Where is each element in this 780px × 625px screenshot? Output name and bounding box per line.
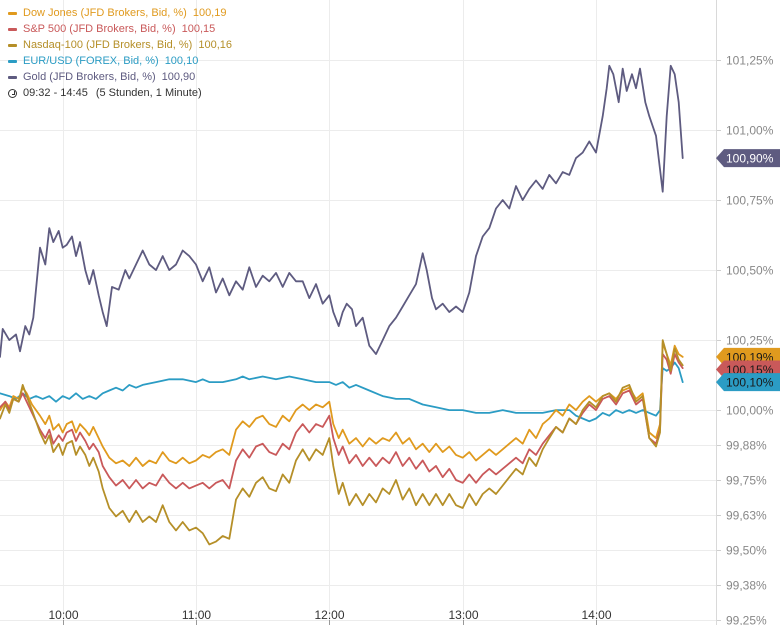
legend-item-gold[interactable]: Gold (JFD Brokers, Bid, %) 100,90 xyxy=(8,69,232,85)
y-tick-label: 101,00% xyxy=(726,124,774,138)
legend-value-gold: 100,90 xyxy=(161,71,196,83)
legend: Dow Jones (JFD Brokers, Bid, %) 100,19 S… xyxy=(8,5,232,101)
y-tick-label: 99,75% xyxy=(726,474,767,488)
x-tick-label: 13:00 xyxy=(448,608,478,622)
legend-label-dow-jones: Dow Jones (JFD Brokers, Bid, %) xyxy=(23,7,187,19)
legend-value-nasdaq: 100,16 xyxy=(198,39,232,51)
series-line-gold xyxy=(0,64,684,358)
end-tag: 100,90% xyxy=(716,149,780,168)
y-tick-label: 99,88% xyxy=(726,439,767,453)
time-range: 09:32 - 14:45 xyxy=(23,87,88,99)
y-tick-label: 100,25% xyxy=(726,334,774,348)
series-line-eur-usd xyxy=(0,361,684,423)
y-axis: 101,25% 101,00% 100,75% 100,50% 100,25% 100,0… xyxy=(716,0,774,625)
legend-item-sp500[interactable]: S&P 500 (JFD Brokers, Bid, %) 100,15 xyxy=(8,21,232,37)
legend-swatch-eurusd xyxy=(8,59,17,63)
y-tick-label: 99,63% xyxy=(726,509,767,523)
y-tick-label: 99,50% xyxy=(726,544,767,558)
legend-item-nasdaq[interactable]: Nasdaq-100 (JFD Brokers, Bid, %) 100,16 xyxy=(8,37,232,53)
legend-value-dow-jones: 100,19 xyxy=(192,7,227,19)
legend-label-sp500: S&P 500 (JFD Brokers, Bid, %) xyxy=(23,23,176,35)
end-value-tags: 100,90%100,19%100,15%100,10% xyxy=(716,149,780,392)
y-tick-label: 100,50% xyxy=(726,264,774,278)
time-interval: (5 Stunden, 1 Minute) xyxy=(95,87,202,99)
x-tick-label: 10:00 xyxy=(48,608,78,622)
legend-item-eurusd[interactable]: EUR/USD (FOREX, Bid, %) 100,10 xyxy=(8,53,232,69)
x-tick-label: 11:00 xyxy=(182,608,211,622)
legend-swatch-sp500 xyxy=(8,27,17,31)
legend-value-eurusd: 100,10 xyxy=(164,55,199,67)
legend-value-sp500: 100,15 xyxy=(181,23,216,35)
y-tick-label: 99,25% xyxy=(726,614,767,625)
legend-swatch-gold xyxy=(8,75,17,79)
x-tick-label: 14:00 xyxy=(581,608,611,622)
legend-item-dow-jones[interactable]: Dow Jones (JFD Brokers, Bid, %) 100,19 xyxy=(8,5,232,21)
y-tick-label: 100,00% xyxy=(726,404,774,418)
series-line-s-p-500 xyxy=(0,353,684,490)
clock-icon xyxy=(8,88,17,98)
legend-label-eurusd: EUR/USD (FOREX, Bid, %) xyxy=(23,55,159,67)
time-range-row: 09:32 - 14:45 (5 Stunden, 1 Minute) xyxy=(8,85,232,101)
end-tag-label: 100,10% xyxy=(726,376,774,390)
end-tag-label: 100,90% xyxy=(726,152,774,166)
end-tag-shape xyxy=(716,149,780,168)
end-tag-shape xyxy=(716,373,780,392)
series-line-dow-jones xyxy=(0,342,684,467)
end-tag: 100,10% xyxy=(716,373,780,392)
legend-label-nasdaq: Nasdaq-100 (JFD Brokers, Bid, %) xyxy=(23,39,193,51)
legend-swatch-dow-jones xyxy=(8,11,17,15)
x-tick-label: 12:00 xyxy=(314,608,344,622)
y-tick-label: 99,38% xyxy=(726,579,767,593)
y-tick-label: 101,25% xyxy=(726,54,774,68)
legend-swatch-nasdaq xyxy=(8,43,17,47)
y-tick-label: 100,75% xyxy=(726,194,774,208)
x-axis: 10:00 11:00 12:00 13:00 14:00 xyxy=(48,608,612,625)
series-layer xyxy=(0,64,684,546)
legend-label-gold: Gold (JFD Brokers, Bid, %) xyxy=(23,71,156,83)
grid xyxy=(0,0,716,621)
series-line-nasdaq-100 xyxy=(0,339,684,546)
